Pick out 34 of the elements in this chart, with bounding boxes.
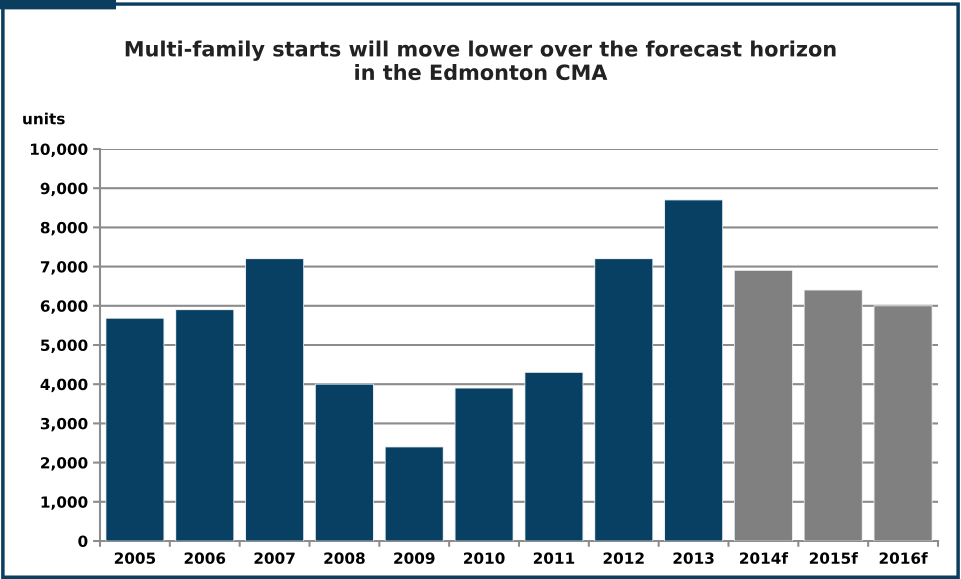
- x-tick-label: 2006: [184, 552, 226, 564]
- y-tick-label: 5,000: [41, 339, 88, 353]
- y-tick-label: 3,000: [40, 418, 88, 432]
- bar: [664, 200, 723, 541]
- y-tick-label: 4,000: [40, 378, 88, 392]
- y-tick-label: 1,000: [42, 496, 88, 510]
- x-tick-label: 2005: [114, 552, 156, 564]
- bar: [454, 388, 514, 541]
- x-tick-label: 2009: [394, 552, 435, 564]
- x-tick-label: 2016f: [880, 552, 928, 564]
- y-tick-label: 9,000: [40, 182, 88, 196]
- y-tick-label: 10,000: [30, 143, 88, 157]
- x-tick-label: 2010: [464, 552, 505, 564]
- bar: [594, 258, 654, 541]
- y-axis-title: units: [23, 112, 65, 124]
- bar: [245, 258, 304, 541]
- x-tick-label: 2007: [254, 552, 295, 564]
- y-tick-label: 2,000: [41, 457, 88, 471]
- bar: [315, 384, 374, 541]
- bar: [106, 318, 164, 541]
- x-tick-label: 2012: [604, 552, 644, 564]
- bar: [524, 372, 584, 541]
- y-tick-label: 8,000: [40, 222, 88, 236]
- bar: [175, 309, 234, 541]
- x-tick-label: 2008: [324, 552, 365, 564]
- y-tick-label: 7,000: [40, 261, 88, 275]
- y-tick-label: 6,000: [40, 300, 88, 314]
- x-tick-label: 2015f: [810, 552, 858, 564]
- x-tick-label: 2013: [674, 552, 714, 564]
- bar: [384, 446, 444, 541]
- x-tick-label: 2011: [534, 552, 574, 564]
- chart-title: Multi-family starts will move lower over the forecast horizon in the Edmonton CMA: [126, 40, 836, 80]
- y-tick-label: 0: [78, 535, 88, 548]
- x-tick-label: 2014f: [740, 552, 788, 564]
